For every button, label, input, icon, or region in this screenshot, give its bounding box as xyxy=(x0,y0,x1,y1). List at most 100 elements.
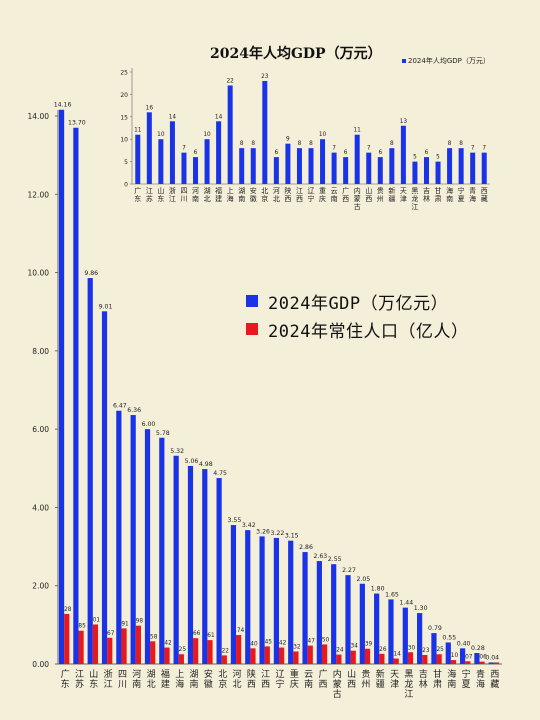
gdp-bar xyxy=(488,662,494,664)
inset-bar xyxy=(146,112,152,184)
inset-x-tick-label: 天津 xyxy=(400,187,407,203)
population-bar xyxy=(193,638,199,664)
population-bar xyxy=(164,647,170,664)
x-tick-label: 青海 xyxy=(476,668,485,690)
y-tick-label: 6.00 xyxy=(32,425,49,434)
gdp-bar xyxy=(101,311,108,664)
x-tick-label: 重庆 xyxy=(290,668,299,690)
x-tick-label: 内蒙古 xyxy=(333,668,342,700)
population-value-label: 39 xyxy=(365,642,373,648)
inset-x-tick-label: 北京 xyxy=(261,187,268,203)
x-tick-label: 甘肃 xyxy=(433,668,442,690)
population-value-label: 50 xyxy=(322,637,330,643)
population-bar xyxy=(364,648,371,664)
x-tick-label: 天津 xyxy=(390,670,399,690)
population-bar xyxy=(422,654,428,664)
gdp-value-label: 5.78 xyxy=(156,430,170,437)
gdp-value-label: 0.04 xyxy=(485,654,499,661)
population-bar xyxy=(407,652,414,664)
inset-bar xyxy=(481,152,487,184)
x-tick-label: 安徽 xyxy=(204,668,213,690)
inset-bar xyxy=(262,80,268,184)
inset-bar xyxy=(447,148,453,184)
inset-x-tick-label: 贵州 xyxy=(377,186,384,203)
gdp-bar xyxy=(116,410,122,664)
inset-x-tick-label: 云南 xyxy=(331,187,338,203)
x-tick-label: 浙江 xyxy=(104,668,113,690)
inset-x-tick-label: 重庆 xyxy=(319,187,326,203)
population-bar xyxy=(321,644,328,664)
x-tick-label: 广东 xyxy=(61,668,70,690)
x-tick-label: 福建 xyxy=(161,668,170,690)
population-bar xyxy=(221,655,227,664)
inset-bar xyxy=(273,157,279,184)
population-bar xyxy=(236,635,242,664)
population-value-label: 58 xyxy=(150,634,158,640)
x-tick-label: 河北 xyxy=(233,668,242,690)
inset-value-label: 23 xyxy=(261,74,269,80)
inset-x-tick-label: 山西 xyxy=(365,186,372,203)
population-value-label: 34 xyxy=(351,644,359,650)
inset-value-label: 7 xyxy=(182,146,186,152)
x-tick-label: 云南 xyxy=(304,670,313,690)
population-bar xyxy=(293,651,299,664)
inset-x-tick-label: 湖北 xyxy=(204,186,211,203)
gdp-bar xyxy=(302,552,308,664)
inset-value-label: 13 xyxy=(400,119,408,125)
inset-value-label: 14 xyxy=(169,114,177,120)
x-tick-label: 湖北 xyxy=(147,669,156,690)
gdp-bar xyxy=(345,575,351,664)
inset-bar xyxy=(366,152,372,184)
population-bar xyxy=(178,654,184,664)
population-bar xyxy=(78,630,84,664)
inset-value-label: 8 xyxy=(309,141,313,147)
inset-bar xyxy=(158,139,164,184)
inset-x-tick-label: 广东 xyxy=(134,186,141,203)
gdp-bar xyxy=(230,525,237,664)
inset-value-label: 16 xyxy=(146,105,154,111)
inset-bar xyxy=(423,157,429,184)
inset-y-tick-label: 0 xyxy=(124,182,128,189)
gdp-bar xyxy=(459,648,466,664)
population-value-label: 67 xyxy=(107,631,115,637)
gdp-value-label: 4.98 xyxy=(199,461,213,468)
gdp-value-label: 9.86 xyxy=(84,270,98,277)
inset-x-tick-label: 河北 xyxy=(273,187,280,203)
x-tick-label: 山西 xyxy=(347,669,356,690)
inset-value-label: 7 xyxy=(482,146,486,152)
gdp-value-label: 2.27 xyxy=(342,567,356,574)
x-tick-label: 西藏 xyxy=(490,669,499,690)
population-value-label: 85 xyxy=(78,624,86,630)
legend-item-gdp: 2024年GDP（万亿元） xyxy=(246,287,468,315)
inset-bar xyxy=(239,148,245,184)
gdp-value-label: 1.65 xyxy=(385,591,399,598)
gdp-bar xyxy=(445,642,451,664)
population-value-label: 42 xyxy=(279,641,287,647)
inset-bar xyxy=(227,85,233,184)
population-value-label: 66 xyxy=(193,631,201,637)
inset-x-tick-label: 山东 xyxy=(157,186,164,203)
population-bar xyxy=(279,647,285,664)
inset-bar xyxy=(204,139,210,184)
inset-x-tick-label: 四川 xyxy=(180,187,187,203)
population-bar xyxy=(336,654,342,664)
population-bar xyxy=(493,662,500,664)
inset-y-tick-label: 15 xyxy=(120,114,128,121)
population-bar xyxy=(436,654,442,664)
gdp-value-label: 3.15 xyxy=(285,533,299,540)
population-bar xyxy=(479,661,485,664)
population-value-label: 30 xyxy=(408,645,416,651)
inset-chart-panel: 0 5 10 15 20 25 11 广东 16 江苏 10 山东 14 浙江 7 四川 6 河南 10 湖北 14 福建… xyxy=(120,38,496,210)
gdp-bar xyxy=(331,564,337,664)
main-legend: 2024年GDP（万亿元） 2024年常住人口（亿人） xyxy=(246,287,468,343)
population-bar xyxy=(379,653,385,664)
inset-bar xyxy=(296,148,302,184)
gdp-value-label: 6.00 xyxy=(142,421,156,428)
population-bar xyxy=(150,641,156,664)
x-tick-label: 广西 xyxy=(318,668,327,690)
inset-x-tick-label: 甘肃 xyxy=(435,186,442,203)
x-tick-label: 山东 xyxy=(89,669,98,690)
inset-y-tick-label: 10 xyxy=(120,137,128,144)
population-value-label: 10 xyxy=(451,653,459,659)
